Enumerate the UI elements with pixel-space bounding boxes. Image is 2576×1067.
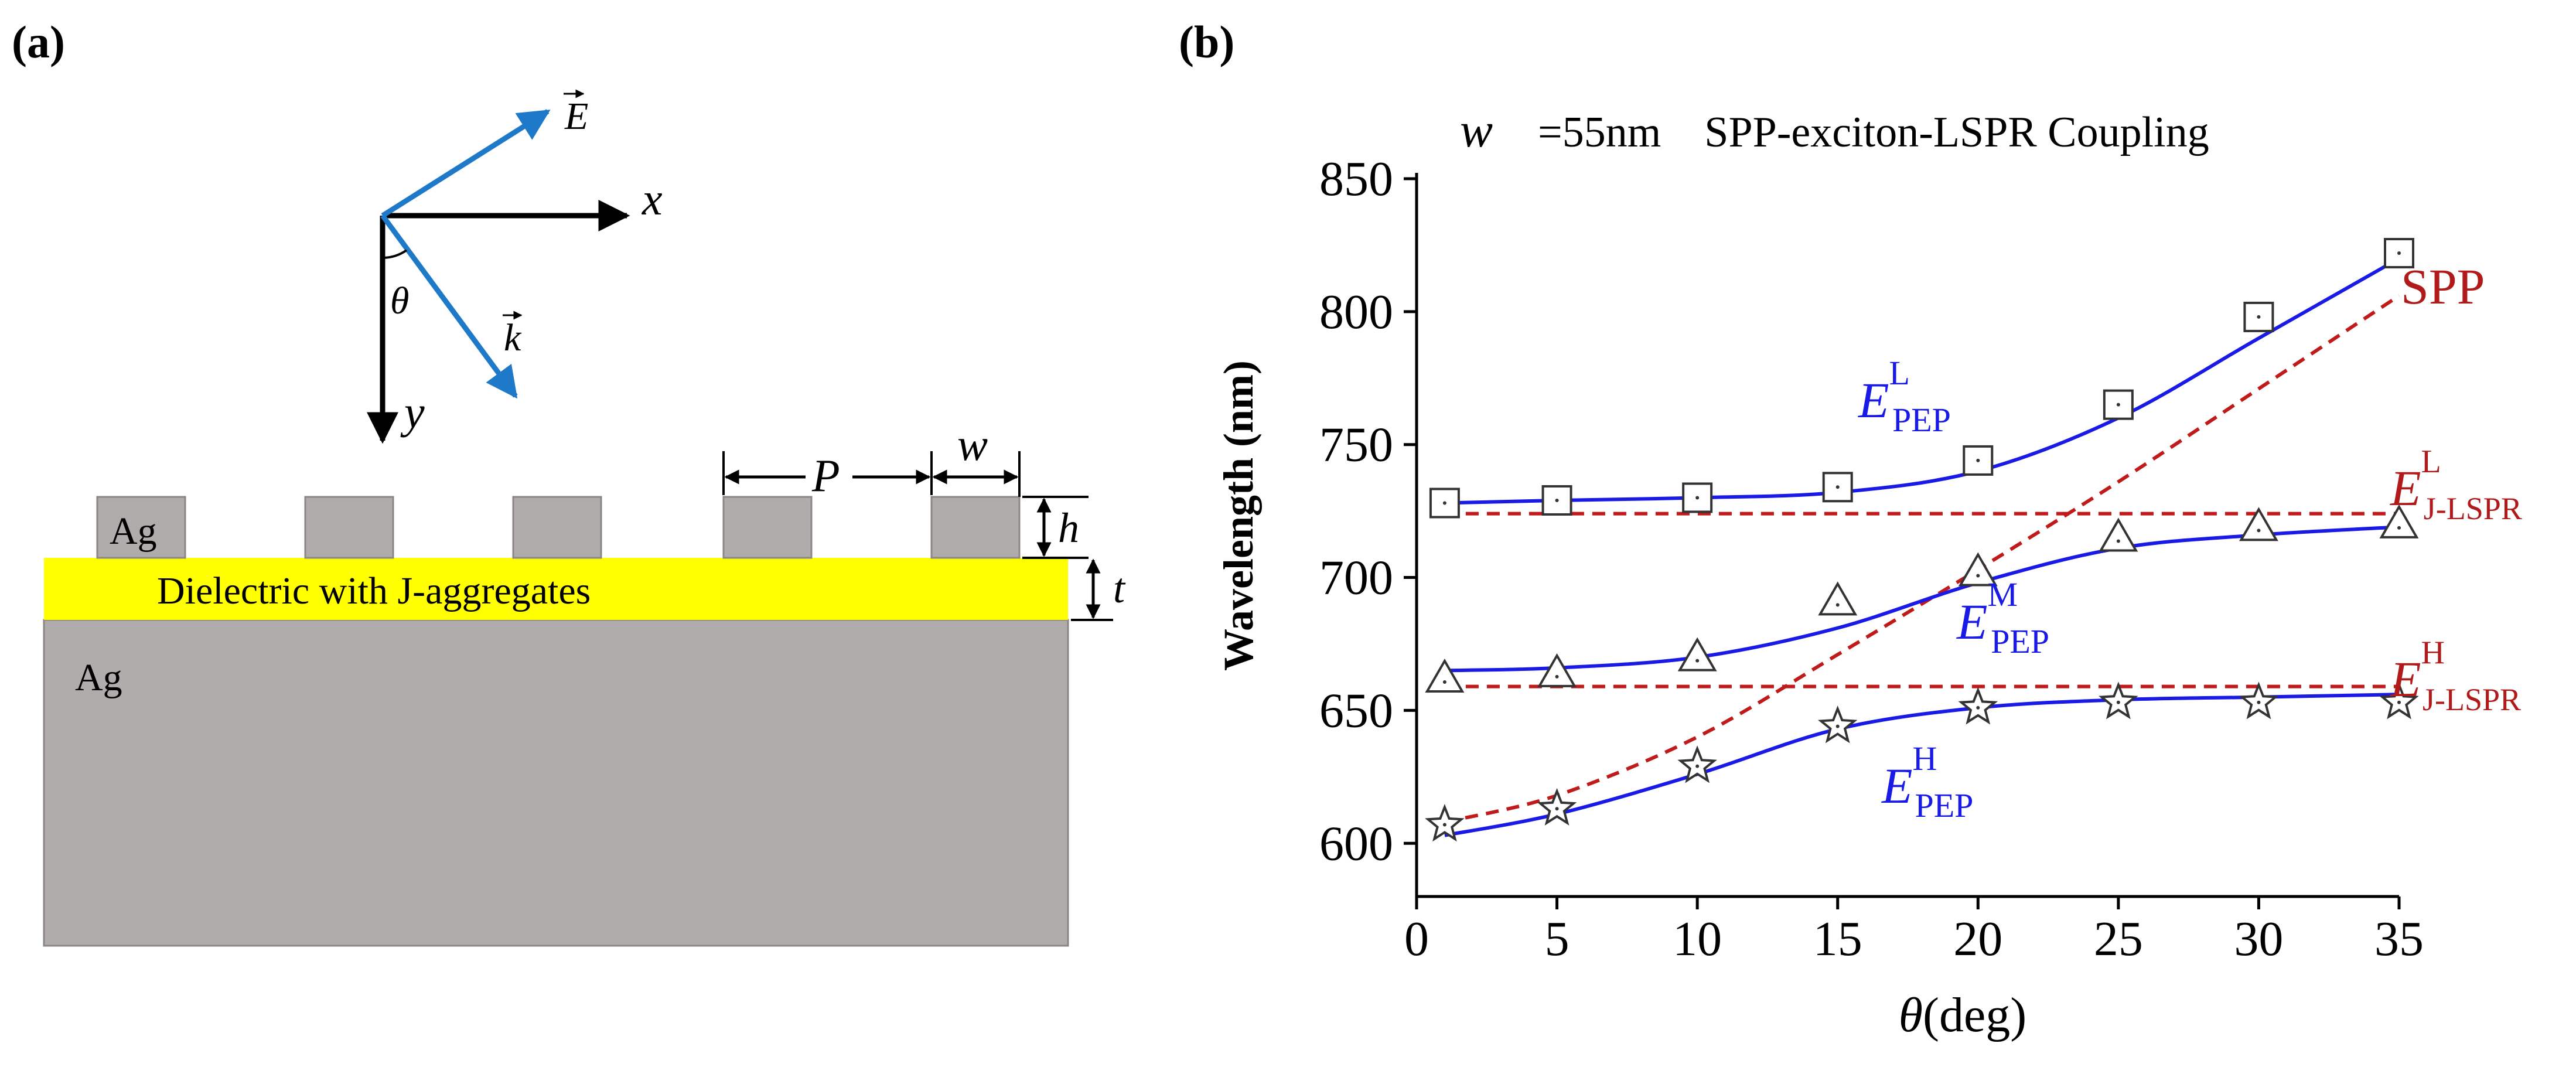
marker-square-dot bbox=[1976, 458, 1980, 462]
structure: Ag Dielectric with J-aggregates Ag bbox=[43, 496, 1069, 947]
angle-arc bbox=[382, 249, 408, 259]
dielectric-layer bbox=[44, 558, 1068, 620]
marker-triangle-dot bbox=[1695, 659, 1700, 663]
panel-a: (a) x y θ E k Ag Dielectric with bbox=[12, 16, 1126, 947]
plot-area: 0 5 10 15 20 25 30 35 600 650 700 750 800 850 bbox=[1319, 152, 2424, 966]
marker-square-dot bbox=[1442, 501, 1446, 505]
ag-nanostrip-1 bbox=[96, 496, 186, 559]
x-tick-label: 20 bbox=[1953, 912, 2002, 966]
ag-nanostrip-3 bbox=[512, 496, 602, 559]
marker-triangle bbox=[1537, 653, 1577, 687]
y-tick-label: 850 bbox=[1319, 152, 1393, 206]
marker-square-dot bbox=[2257, 315, 2261, 319]
marker-triangle-dot bbox=[2257, 529, 2261, 533]
marker-star-dot bbox=[1695, 764, 1700, 768]
label-e-jlspr-h: EH J-LSPR bbox=[2389, 635, 2521, 717]
marker-triangle bbox=[1958, 552, 1998, 587]
y-tick-label: 700 bbox=[1319, 551, 1393, 605]
dimensions: P w h t bbox=[722, 419, 1126, 621]
label-e-pep-m: EM PEP bbox=[1956, 575, 2049, 660]
x-axis-title-unit: (deg) bbox=[1923, 988, 2026, 1042]
marker-star-dot bbox=[2116, 700, 2120, 704]
marker-triangle bbox=[1425, 658, 1465, 693]
panel-b-label: (b) bbox=[1179, 16, 1234, 67]
marker-triangle bbox=[2099, 517, 2138, 552]
marker-star-dot bbox=[1442, 823, 1446, 827]
marker-star-dot bbox=[2257, 700, 2261, 704]
wave-k-arrow bbox=[380, 214, 518, 399]
x-tick-label: 5 bbox=[1545, 912, 1570, 966]
bare-mode-line-0 bbox=[1444, 294, 2400, 824]
marker-triangle-dot bbox=[2116, 539, 2120, 543]
marker-triangle bbox=[2239, 507, 2278, 541]
p-label: P bbox=[811, 450, 840, 501]
marker-triangle-dot bbox=[1835, 603, 1840, 607]
marker-star-dot bbox=[1835, 724, 1840, 728]
marker-triangle-dot bbox=[2397, 526, 2401, 530]
marker-triangle bbox=[1677, 637, 1717, 671]
h-label: h bbox=[1058, 504, 1079, 551]
label-e-pep-h: EH PEP bbox=[1881, 739, 1973, 824]
marker-star-dot bbox=[2397, 700, 2401, 704]
ag-nanostrip-4 bbox=[722, 496, 813, 559]
ag-nanostrip-2 bbox=[304, 496, 394, 559]
y-tick-label: 650 bbox=[1319, 683, 1393, 738]
field-e-arrow bbox=[381, 109, 551, 218]
ag-strip-label: Ag bbox=[110, 510, 157, 553]
field-e-label: E bbox=[564, 95, 588, 138]
marker-square bbox=[1541, 485, 1572, 516]
x-tick-label: 30 bbox=[2234, 912, 2283, 966]
x-tick-label: 15 bbox=[1813, 912, 1862, 966]
marker-star-dot bbox=[1555, 807, 1559, 811]
marker-triangle-dot bbox=[1555, 674, 1559, 679]
x-tick-label: 10 bbox=[1673, 912, 1722, 966]
fit-curve-0 bbox=[1444, 257, 2400, 505]
x-axis-title: θ(deg) bbox=[1899, 988, 2027, 1042]
y-tick-label: 600 bbox=[1319, 816, 1393, 871]
x-tick-label: 0 bbox=[1404, 912, 1429, 966]
y-tick-label: 750 bbox=[1319, 418, 1393, 472]
w-label: w bbox=[957, 419, 988, 470]
y-tick-label: 800 bbox=[1319, 285, 1393, 339]
x-axis-label: x bbox=[642, 173, 663, 224]
marker-square-dot bbox=[2116, 403, 2120, 407]
ag-substrate-label: Ag bbox=[75, 656, 122, 699]
wave-k-label: k bbox=[504, 316, 522, 359]
label-spp: SPP bbox=[2401, 258, 2485, 315]
chart-title: =55nm SPP-exciton-LSPR Coupling bbox=[1538, 108, 2209, 156]
marker-square bbox=[1682, 482, 1713, 513]
marker-triangle-dot bbox=[1976, 574, 1980, 578]
marker-star-dot bbox=[1976, 705, 1980, 710]
label-e-jlspr-l: EL J-LSPR bbox=[2389, 444, 2522, 526]
x-tick-label: 35 bbox=[2374, 912, 2424, 966]
panel-a-label: (a) bbox=[12, 16, 65, 67]
x-tick-label: 25 bbox=[2094, 912, 2143, 966]
fit-curve-1 bbox=[1444, 525, 2400, 673]
t-label: t bbox=[1113, 565, 1126, 612]
marker-square-dot bbox=[1555, 498, 1559, 502]
coordinate-system: x y θ E k bbox=[367, 89, 663, 444]
marker-square-dot bbox=[1835, 485, 1840, 489]
marker-square bbox=[1963, 445, 1994, 476]
marker-square-dot bbox=[2397, 251, 2401, 255]
x-axis-title-symbol: θ bbox=[1899, 988, 1923, 1042]
panel-b: (b) w =55nm SPP-exciton-LSPR Coupling Wa… bbox=[1179, 16, 2522, 1042]
ag-substrate bbox=[43, 619, 1069, 947]
dielectric-label: Dielectric with J-aggregates bbox=[157, 570, 591, 612]
marker-triangle bbox=[2379, 504, 2419, 538]
ag-nanostrip-5 bbox=[930, 496, 1021, 559]
chart-header-w: w bbox=[1460, 103, 1493, 158]
y-axis-label: y bbox=[400, 387, 425, 438]
marker-triangle-dot bbox=[1442, 680, 1446, 684]
theta-label: θ bbox=[390, 279, 409, 322]
y-axis-title: Wavelength (nm) bbox=[1215, 360, 1262, 671]
label-e-pep-l: EL PEP bbox=[1857, 354, 1951, 439]
marker-square-dot bbox=[1695, 496, 1700, 500]
marker-triangle bbox=[1818, 581, 1858, 616]
